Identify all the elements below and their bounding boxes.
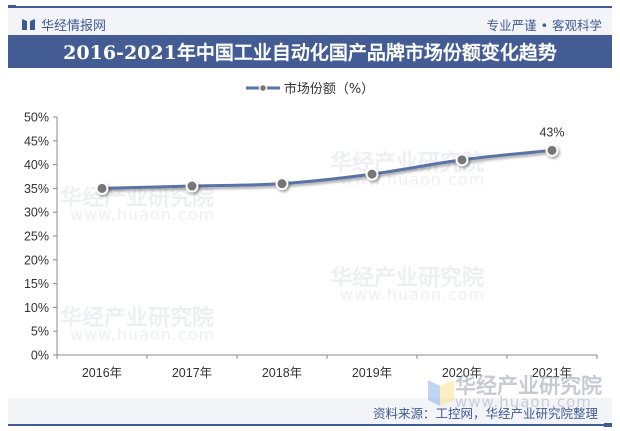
y-tick-label: 50%	[24, 111, 49, 125]
bottom-rule-cap	[604, 423, 612, 427]
brand-name: 华经情报网	[41, 19, 107, 34]
huajing-logo-icon	[428, 380, 454, 406]
legend: 市场份额（%）	[0, 78, 620, 97]
y-tick-label: 20%	[24, 253, 49, 267]
title-bar: 2016-2021年中国工业自动化国产品牌市场份额变化趋势	[8, 35, 612, 68]
x-tick-label: 2016年	[82, 366, 122, 380]
legend-label: 市场份额（%）	[283, 82, 375, 97]
y-tick-label: 25%	[24, 230, 49, 244]
x-tick-label: 2017年	[172, 366, 212, 380]
data-point	[185, 179, 199, 193]
series-line	[101, 148, 553, 190]
book-icon	[22, 19, 35, 30]
data-point	[455, 153, 469, 167]
chart-title: 2016-2021年中国工业自动化国产品牌市场份额变化趋势	[63, 42, 557, 64]
x-tick-label: 2019年	[352, 366, 392, 380]
y-tick-label: 0%	[31, 349, 49, 363]
logo-watermark-text: 华经产业研究院	[455, 374, 602, 398]
y-tick-label: 5%	[31, 325, 49, 339]
x-tick-label: 2018年	[262, 366, 302, 380]
source-note: 资料来源：工控网，华经产业研究院整理	[372, 406, 598, 421]
data-point	[545, 143, 559, 157]
x-tick-label: 2021年	[532, 366, 572, 380]
data-point	[95, 181, 109, 195]
legend-line-marker-icon	[245, 83, 280, 92]
header-band: 华经情报网 专业严谨 • 客观科学	[8, 8, 612, 35]
data-point	[365, 167, 379, 181]
axes: 0% 5% 10% 15% 20% 25% 30% 35% 40% 45% 50% 2016年 2017…	[24, 111, 598, 380]
y-tick-label: 40%	[24, 158, 49, 172]
y-tick-label: 10%	[24, 301, 49, 315]
x-tick-label: 2020年	[442, 366, 482, 380]
y-tick-label: 15%	[24, 277, 49, 291]
footer-band: 资料来源：工控网，华经产业研究院整理	[8, 398, 612, 425]
y-tick-label: 30%	[24, 206, 49, 220]
y-tick-label: 45%	[24, 134, 49, 148]
top-rule	[8, 6, 612, 8]
y-tick-label: 35%	[24, 182, 49, 196]
brand: 华经情报网	[22, 15, 106, 34]
data-point	[275, 177, 289, 191]
logo-watermark-url: www.huaon.com	[455, 393, 592, 411]
series: 43%	[95, 125, 565, 195]
slogan: 专业严谨 • 客观科学	[486, 18, 602, 33]
top-rule-cap	[8, 5, 16, 9]
data-label: 43%	[539, 125, 564, 139]
bottom-rule	[8, 424, 612, 426]
